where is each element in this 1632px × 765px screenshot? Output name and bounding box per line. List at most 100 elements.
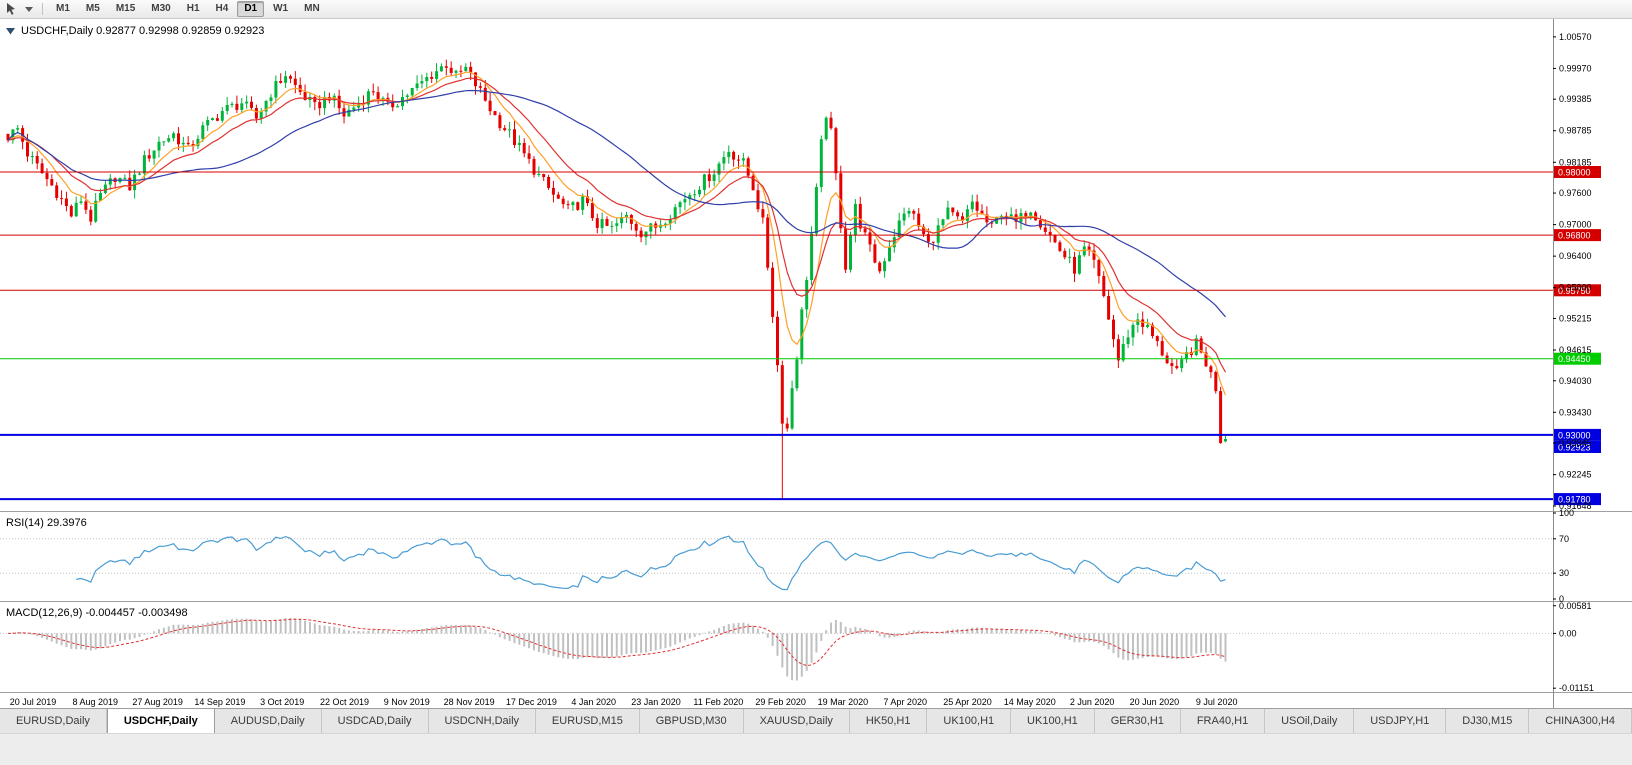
candle bbox=[517, 143, 521, 145]
level-price-label[interactable] bbox=[1554, 493, 1601, 506]
candle bbox=[853, 203, 857, 236]
timeframe-button-h4[interactable]: H4 bbox=[215, 3, 229, 14]
chart-tab-usdchf-daily[interactable]: USDCHF,Daily bbox=[106, 709, 215, 733]
toolbar-divider bbox=[42, 3, 43, 15]
level-price-label[interactable] bbox=[1554, 352, 1601, 365]
chart-tab-xauusd-daily[interactable]: XAUUSD,Daily bbox=[744, 709, 850, 733]
candle bbox=[269, 97, 273, 101]
candle bbox=[946, 207, 950, 220]
candle bbox=[961, 216, 964, 221]
timeframe-button-mn[interactable]: MN bbox=[304, 3, 320, 14]
chart-tab-usdcnh-daily[interactable]: USDCNH,Daily bbox=[429, 709, 536, 733]
candle bbox=[556, 194, 560, 199]
chart-tab-fra40-h1[interactable]: FRA40,H1 bbox=[1181, 709, 1266, 733]
chevron-down-icon[interactable] bbox=[21, 2, 36, 17]
chart-tab-eurusd-m15[interactable]: EURUSD,M15 bbox=[536, 709, 640, 733]
candle bbox=[741, 158, 745, 161]
candle bbox=[522, 143, 526, 154]
candle bbox=[902, 213, 906, 221]
candle bbox=[561, 198, 565, 205]
date-axis-label: 3 Oct 2019 bbox=[260, 697, 304, 707]
chart-tab-audusd-daily[interactable]: AUDUSD,Daily bbox=[215, 709, 322, 733]
timeframe-buttons-group: M1 M5 M15 M30 H1 H4 D1 W1 MN bbox=[48, 1, 328, 17]
candle bbox=[84, 201, 88, 210]
candle bbox=[761, 209, 765, 218]
macd-signal-line bbox=[7, 618, 1226, 667]
level-price-label[interactable] bbox=[1554, 166, 1601, 178]
candle bbox=[844, 228, 848, 270]
level-price-label[interactable] bbox=[1554, 229, 1601, 242]
macd-axis-tick: 0.00581 bbox=[1559, 601, 1592, 611]
chart-tab-china300-h4[interactable]: CHINA300,H4 bbox=[1529, 709, 1632, 733]
level-price-label-text: 0.94450 bbox=[1558, 354, 1591, 364]
timeframe-button-m1[interactable]: M1 bbox=[56, 3, 70, 14]
date-axis-label: 20 Jul 2019 bbox=[10, 697, 57, 707]
date-axis-label: 14 May 2020 bbox=[1004, 697, 1056, 707]
price-axis-tick: 0.98185 bbox=[1559, 157, 1592, 167]
candle bbox=[849, 235, 852, 270]
candle bbox=[1170, 363, 1174, 366]
chart-tab-uk100-h1[interactable]: UK100,H1 bbox=[1011, 709, 1095, 733]
candle bbox=[108, 178, 112, 185]
candle bbox=[639, 230, 643, 238]
candle bbox=[1155, 336, 1159, 342]
chart-tab-dj30-m15[interactable]: DJ30,M15 bbox=[1446, 709, 1530, 733]
candle bbox=[464, 66, 468, 72]
candle bbox=[1029, 212, 1033, 219]
chart-canvas[interactable]: 0.98000 0.96800 0.95750 0.94450 0.93000 0.917… bbox=[0, 19, 1632, 708]
candle bbox=[576, 202, 580, 210]
chart-tab-gbpusd-m30[interactable]: GBPUSD,M30 bbox=[640, 709, 744, 733]
level-price-label[interactable] bbox=[1554, 428, 1601, 441]
chart-tab-usdcad-daily[interactable]: USDCAD,Daily bbox=[322, 709, 429, 733]
timeframe-button-m15[interactable]: M15 bbox=[115, 3, 136, 14]
candle bbox=[897, 220, 901, 238]
candle bbox=[1038, 220, 1042, 228]
date-axis-label: 20 Jun 2020 bbox=[1130, 697, 1180, 707]
candle bbox=[396, 106, 400, 108]
candle bbox=[834, 128, 838, 174]
timeframe-button-w1[interactable]: W1 bbox=[273, 3, 289, 14]
candle bbox=[435, 71, 439, 79]
rsi-axis-tick: 30 bbox=[1559, 568, 1569, 578]
candle bbox=[892, 237, 896, 248]
candle bbox=[1204, 352, 1208, 367]
macd-header: MACD(12,26,9) -0.004457 -0.003498 bbox=[6, 607, 188, 619]
candle bbox=[469, 66, 473, 73]
candle bbox=[274, 81, 278, 98]
timeframe-button-h1[interactable]: H1 bbox=[186, 3, 200, 14]
candle bbox=[250, 101, 253, 108]
chart-tab-ger30-h1[interactable]: GER30,H1 bbox=[1095, 709, 1181, 733]
candle bbox=[347, 109, 351, 117]
chart-tab-usoil-daily[interactable]: USOil,Daily bbox=[1265, 709, 1355, 733]
level-price-label[interactable] bbox=[1554, 284, 1601, 297]
level-price-label-text: 0.91780 bbox=[1558, 495, 1591, 505]
candle bbox=[444, 66, 448, 68]
candle bbox=[103, 184, 107, 193]
chart-tab-eurusd-daily[interactable]: EURUSD,Daily bbox=[0, 709, 107, 733]
candle bbox=[366, 91, 370, 105]
candle bbox=[819, 139, 823, 187]
candle bbox=[45, 173, 49, 180]
candle bbox=[1053, 235, 1057, 243]
candle bbox=[688, 195, 692, 200]
candle bbox=[6, 133, 10, 141]
date-axis-label: 22 Oct 2019 bbox=[320, 697, 369, 707]
timeframe-button-d1[interactable]: D1 bbox=[237, 1, 265, 17]
chart-tab-usdjpy-h1[interactable]: USDJPY,H1 bbox=[1354, 709, 1447, 733]
candle bbox=[824, 117, 828, 140]
chart-tab-hk50-h1[interactable]: HK50,H1 bbox=[850, 709, 928, 733]
chart-tab-uk100-h1[interactable]: UK100,H1 bbox=[927, 709, 1012, 733]
price-axis-tick: 0.93430 bbox=[1559, 407, 1592, 417]
candle bbox=[1107, 296, 1111, 320]
timeframe-button-m5[interactable]: M5 bbox=[85, 3, 100, 14]
candle bbox=[284, 76, 288, 83]
timeframe-button-m30[interactable]: M30 bbox=[151, 3, 171, 14]
cursor-icon[interactable] bbox=[4, 2, 19, 17]
candle bbox=[313, 97, 317, 103]
candle bbox=[1209, 366, 1213, 373]
candle bbox=[1146, 324, 1150, 327]
horizontal-levels-layer[interactable]: 0.98000 0.96800 0.95750 0.94450 0.93000 0.917… bbox=[0, 166, 1601, 506]
current-price-label bbox=[1554, 441, 1601, 453]
candle bbox=[1082, 246, 1086, 256]
rsi-header: RSI(14) 29.3976 bbox=[6, 517, 87, 529]
